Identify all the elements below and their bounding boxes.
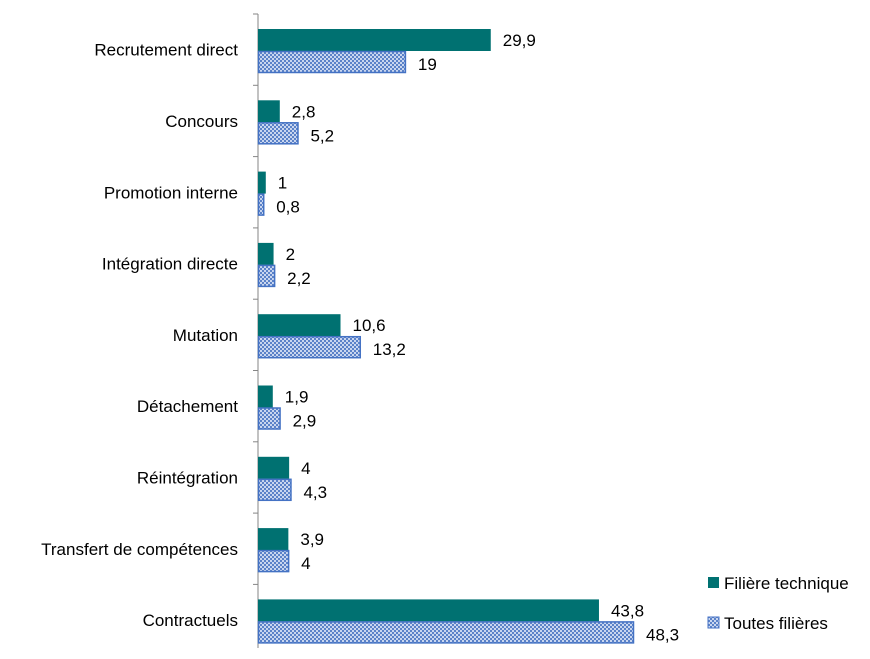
data-label-filiere-technique-promotion-interne: 1 bbox=[278, 174, 287, 193]
category-label-promotion-interne: Promotion interne bbox=[104, 183, 238, 202]
data-label-toutes-filieres-recrutement-direct: 19 bbox=[418, 55, 437, 74]
bar-toutes-filieres-transfert-de-competences bbox=[257, 549, 290, 573]
category-label-reintegration: Réintégration bbox=[137, 468, 238, 487]
axis-ticks bbox=[253, 13, 258, 657]
bar-filiere-technique-promotion-interne bbox=[258, 171, 266, 194]
data-label-toutes-filieres-contractuels: 48,3 bbox=[646, 625, 679, 644]
bar-filiere-technique-reintegration bbox=[258, 456, 290, 479]
category-label-concours: Concours bbox=[165, 112, 238, 131]
data-label-toutes-filieres-transfert-de-competences: 4 bbox=[301, 554, 310, 573]
data-label-toutes-filieres-reintegration: 4,3 bbox=[303, 483, 327, 502]
data-label-filiere-technique-concours: 2,8 bbox=[292, 102, 316, 121]
bar-toutes-filieres-integration-directe bbox=[257, 264, 276, 288]
bar-filiere-technique-contractuels bbox=[258, 599, 599, 622]
bar-toutes-filieres-detachement bbox=[257, 407, 281, 430]
data-label-toutes-filieres-integration-directe: 2,2 bbox=[287, 269, 311, 288]
bar-toutes-filieres-concours bbox=[257, 122, 299, 145]
data-label-filiere-technique-detachement: 1,9 bbox=[285, 388, 309, 407]
data-label-toutes-filieres-detachement: 2,9 bbox=[293, 412, 317, 431]
category-label-contractuels: Contractuels bbox=[143, 611, 238, 630]
category-label-recrutement-direct: Recrutement direct bbox=[94, 41, 238, 60]
data-label-filiere-technique-contractuels: 43,8 bbox=[611, 601, 644, 620]
bar-toutes-filieres-contractuels bbox=[257, 621, 635, 644]
data-label-filiere-technique-mutation: 10,6 bbox=[353, 316, 386, 335]
data-labels: 29,9 19 2,8 5,2 1 0,8 2 2,2 10,6 13,2 1,9 2,9 4 4,3 3,… bbox=[276, 31, 679, 644]
data-label-filiere-technique-integration-directe: 2 bbox=[286, 245, 295, 264]
category-label-mutation: Mutation bbox=[173, 326, 238, 345]
category-label-detachement: Détachement bbox=[137, 397, 238, 416]
bar-toutes-filieres-mutation bbox=[257, 335, 362, 359]
bar-toutes-filieres-recrutement-direct bbox=[257, 50, 407, 74]
legend: Filière technique Toutes filières bbox=[707, 574, 849, 633]
bar-toutes-filieres-promotion-interne bbox=[257, 193, 265, 216]
bar-filiere-technique-concours bbox=[258, 100, 280, 123]
legend-swatch-filiere-technique bbox=[708, 577, 719, 588]
bar-filiere-technique-recrutement-direct bbox=[258, 29, 491, 51]
legend-swatch-toutes-filieres bbox=[707, 616, 720, 629]
bar-filiere-technique-transfert-de-competences bbox=[258, 528, 289, 551]
category-labels: Recrutement direct Concours Promotion inte… bbox=[41, 41, 238, 630]
bar-filiere-technique-integration-directe bbox=[258, 242, 274, 265]
category-label-transfert-de-competences: Transfert de compétences bbox=[41, 540, 238, 559]
legend-label-toutes-filieres: Toutes filières bbox=[724, 614, 828, 633]
bars bbox=[257, 29, 635, 644]
data-label-toutes-filieres-mutation: 13,2 bbox=[373, 340, 406, 359]
bar-filiere-technique-detachement bbox=[258, 385, 273, 408]
legend-label-filiere-technique: Filière technique bbox=[724, 574, 849, 593]
bar-filiere-technique-mutation bbox=[258, 314, 341, 337]
data-label-filiere-technique-transfert-de-competences: 3,9 bbox=[300, 530, 324, 549]
data-label-filiere-technique-recrutement-direct: 29,9 bbox=[503, 31, 536, 50]
category-label-integration-directe: Intégration directe bbox=[102, 255, 238, 274]
data-label-toutes-filieres-concours: 5,2 bbox=[310, 126, 334, 145]
data-label-filiere-technique-reintegration: 4 bbox=[301, 459, 310, 478]
bar-toutes-filieres-reintegration bbox=[257, 478, 292, 502]
data-label-toutes-filieres-promotion-interne: 0,8 bbox=[276, 198, 300, 217]
